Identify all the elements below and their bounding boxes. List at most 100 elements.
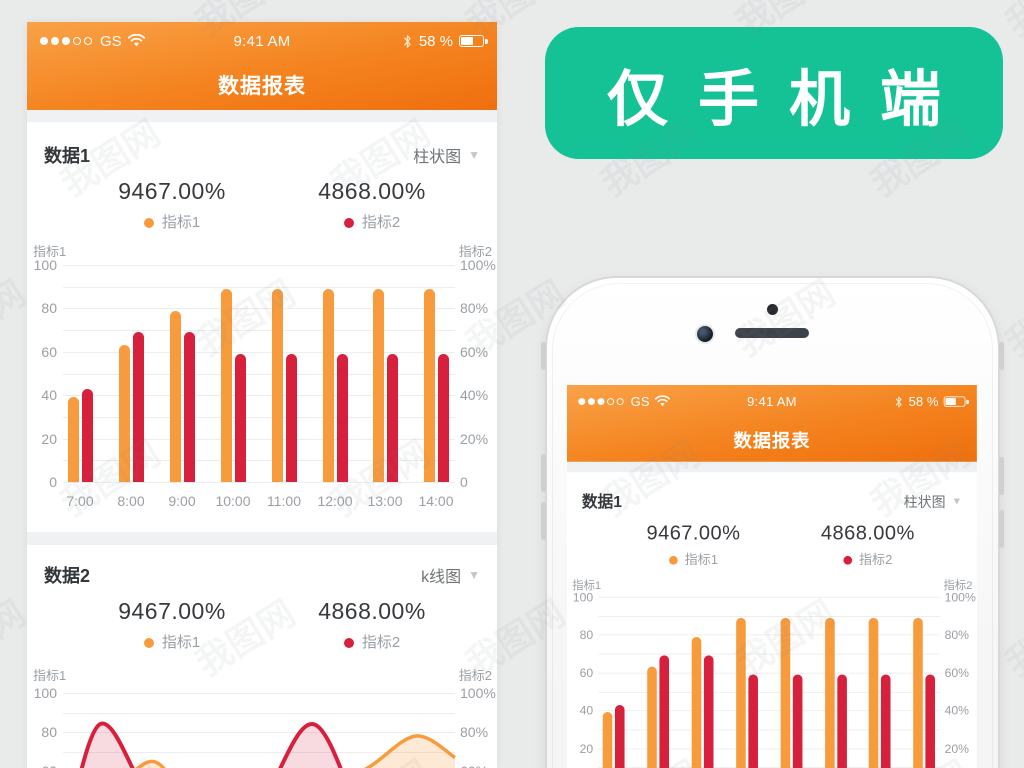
bar-指标1 [272, 288, 283, 482]
volume-down-button [541, 502, 546, 540]
right-axis-label: 指标2 [943, 578, 973, 592]
gridline [598, 748, 941, 750]
x-axis-label: 12:00 [317, 493, 353, 509]
y-axis-tick: 80 [41, 300, 57, 317]
chevron-down-icon: ▼ [468, 148, 480, 162]
bar-指标2 [880, 674, 891, 768]
stat-value: 9467.00% [118, 598, 226, 624]
y-axis-tick: 40% [460, 387, 489, 404]
power-button [999, 342, 1004, 370]
y-axis-tick: 20% [944, 741, 970, 756]
stat-block: 9467.00% 指标1 [72, 178, 272, 231]
left-axis-label: 指标1 [33, 244, 67, 259]
x-axis-label: 7:00 [66, 493, 94, 509]
earpiece-speaker [735, 328, 809, 338]
x-axis-label: 14:00 [418, 493, 454, 509]
bar-指标2 [748, 674, 758, 768]
bar-指标2 [337, 353, 348, 482]
stat-block: 9467.00% 指标1 [72, 598, 272, 651]
bar-指标1 [602, 712, 613, 768]
chart-type-label: k线图 [421, 569, 462, 586]
gridline [598, 672, 941, 674]
wifi-icon [654, 395, 670, 407]
stats-row: 9467.00% 指标1 4868.00% 指标2 [567, 521, 977, 568]
card-data2: 数据2 k线图 ▼ 9467.00% 指标1 4868.00% 指标2 [27, 545, 497, 768]
y-axis-tick: 0 [460, 474, 468, 490]
gridline [63, 351, 455, 353]
bar-指标2 [837, 674, 847, 768]
chart-type-dropdown[interactable]: 柱状图 ▼ [904, 491, 962, 512]
status-bar: GS 9:41 AM 58 % [567, 385, 977, 418]
y-axis-tick: 100% [460, 685, 496, 701]
chart-type-label: 柱状图 [413, 149, 462, 166]
y-axis-tick: 80 [579, 627, 594, 642]
y-axis-tick: 80 [41, 724, 57, 741]
bar-指标2 [792, 674, 803, 768]
bar-指标1 [119, 345, 130, 482]
chart-type-dropdown[interactable]: k线图 ▼ [421, 563, 480, 587]
gridline [63, 286, 455, 288]
bar-指标1 [373, 288, 384, 482]
plot-area: 100806040200100%80%60%40%20%07:008:009:0… [567, 576, 977, 768]
bluetooth-icon [895, 396, 902, 407]
battery-icon [459, 35, 488, 47]
legend-item: 指标2 [781, 550, 955, 567]
clock-time: 9:41 AM [233, 32, 291, 50]
app-body[interactable]: 数据1 柱状图 ▼ 9467.00% 指标1 4868.00% 指标2 [27, 122, 497, 768]
y-axis-tick: 80% [944, 627, 970, 642]
carrier-label: GS [100, 32, 122, 50]
gridline [598, 710, 941, 712]
y-axis-tick: 100 [33, 685, 57, 701]
app-header: GS 9:41 AM 58 % 数据报表 [27, 22, 497, 110]
status-bar: GS 9:41 AM 58 % [27, 22, 497, 60]
phone-screen: GS 9:41 AM 58 % 数据报表 [567, 385, 977, 768]
wave-lines [79, 721, 456, 768]
app-screen: GS 9:41 AM 58 % 数据报表 [567, 385, 977, 768]
y-axis-tick: 20 [41, 430, 57, 447]
bar-指标1 [691, 636, 702, 768]
status-right: 58 % [291, 32, 488, 50]
y-axis-tick: 80% [460, 724, 489, 741]
y-axis-tick: 40% [944, 703, 970, 718]
y-axis-tick: 20 [579, 741, 594, 756]
chart-type-label: 柱状图 [903, 495, 946, 511]
bar-指标1 [221, 288, 232, 482]
gridline [63, 373, 455, 375]
y-axis-tick: 40 [579, 703, 594, 718]
y-axis-tick: 100 [572, 589, 594, 604]
stat-value: 9467.00% [118, 178, 226, 204]
x-axis-label: 11:00 [267, 493, 301, 509]
bar-指标1 [323, 288, 334, 482]
legend-label: 指标1 [684, 552, 719, 568]
app-screen: GS 9:41 AM 58 % 数据报表 [27, 22, 497, 768]
legend-item: 指标1 [72, 211, 272, 231]
card-data1: 数据1 柱状图 ▼ 9467.00% 指标1 4868.00% 指标2 [567, 472, 977, 768]
status-left: GS [40, 33, 233, 50]
app-body[interactable]: 数据1 柱状图 ▼ 9467.00% 指标1 4868.00% 指标2 [567, 472, 977, 768]
card-header: 数据2 k线图 ▼ [27, 562, 497, 588]
chart-type-dropdown[interactable]: 柱状图 ▼ [413, 143, 480, 167]
gridline [63, 438, 455, 440]
clock-time: 9:41 AM [747, 394, 797, 409]
stats-row: 9467.00% 指标1 4868.00% 指标2 [27, 178, 497, 231]
legend-label: 指标1 [161, 634, 201, 651]
gridline [63, 416, 455, 418]
bar-指标1 [780, 617, 791, 768]
nav-bar: 数据报表 [27, 60, 497, 110]
legend-dot-orange [668, 555, 678, 565]
battery-percent: 58 % [418, 32, 454, 50]
gridline [63, 482, 455, 483]
bar-指标2 [286, 353, 297, 482]
bar-指标2 [659, 655, 670, 768]
nav-bar: 数据报表 [567, 418, 977, 462]
gridline [598, 653, 941, 655]
stat-block: 9467.00% 指标1 [606, 521, 780, 568]
mute-switch [541, 342, 546, 370]
legend-item: 指标1 [606, 550, 780, 568]
gridline [63, 751, 455, 753]
y-axis-tick: 80% [460, 300, 489, 317]
x-axis-label: 13:00 [367, 493, 403, 509]
gridline [63, 693, 455, 694]
card-header: 数据1 柱状图 ▼ [27, 142, 497, 168]
